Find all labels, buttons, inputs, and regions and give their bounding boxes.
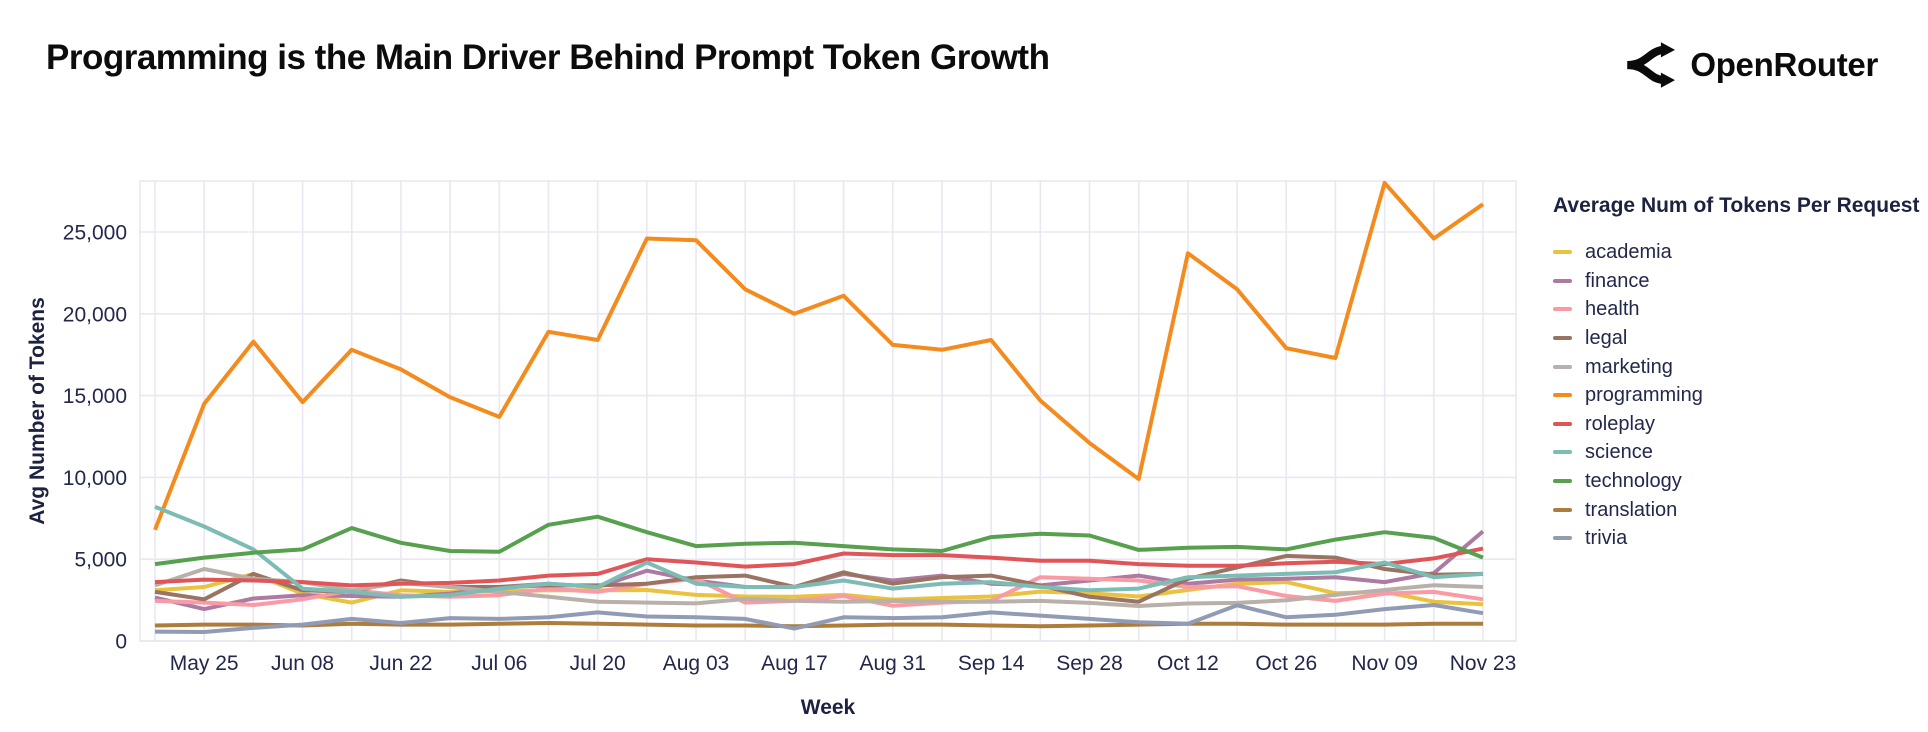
legend-label: science <box>1585 441 1653 464</box>
legend-item-finance: finance <box>1553 267 1925 296</box>
legend-item-science: science <box>1553 438 1925 467</box>
series-line-marketing <box>154 567 1484 608</box>
legend-swatch-finance <box>1553 278 1572 283</box>
series-line-translation <box>154 621 1484 629</box>
x-tick-label: Jul 06 <box>471 652 527 675</box>
axis-labels: 0 5,000 10,000 15,000 20,000 25,000 May 25 Jun … <box>26 222 1516 720</box>
x-tick-label: May 25 <box>170 652 239 675</box>
legend: Average Num of Tokens Per Request academ… <box>1553 194 1925 553</box>
x-tick-label: Aug 17 <box>761 652 828 675</box>
series-line-technology <box>154 514 1484 567</box>
legend-label: programming <box>1585 384 1703 407</box>
legend-label: legal <box>1585 327 1628 350</box>
x-tick-label: Jun 08 <box>271 652 334 675</box>
legend-item-marketing: marketing <box>1553 352 1925 381</box>
legend-swatch-trivia <box>1553 536 1572 541</box>
series-lines <box>153 180 1485 634</box>
legend-item-technology: technology <box>1553 467 1925 496</box>
legend-item-programming: programming <box>1553 381 1925 410</box>
x-tick-label: Nov 09 <box>1351 652 1418 675</box>
legend-swatch-marketing <box>1553 364 1572 369</box>
openrouter-logo-icon <box>1623 40 1676 90</box>
y-tick-label: 10,000 <box>63 467 127 490</box>
legend-label: health <box>1585 298 1640 321</box>
x-axis-title: Week <box>801 696 856 719</box>
legend-item-legal: legal <box>1553 324 1925 353</box>
x-tick-label: Jun 22 <box>369 652 432 675</box>
legend-swatch-programming <box>1553 393 1572 398</box>
y-axis-title: Avg Number of Tokens <box>26 297 49 525</box>
legend-swatch-academia <box>1553 250 1572 255</box>
legend-swatch-legal <box>1553 336 1572 341</box>
series-line-trivia <box>154 603 1484 634</box>
legend-item-health: health <box>1553 295 1925 324</box>
legend-label: technology <box>1585 470 1682 493</box>
brand-name: OpenRouter <box>1690 46 1878 83</box>
y-tick-label: 20,000 <box>63 303 127 326</box>
y-tick-label: 15,000 <box>63 385 127 408</box>
legend-item-academia: academia <box>1553 238 1925 267</box>
series-line-programming <box>153 180 1485 531</box>
x-tick-label: Nov 23 <box>1450 652 1517 675</box>
legend-items: academia finance health legal marketing progr… <box>1553 238 1925 553</box>
x-tick-label: Aug 03 <box>663 652 730 675</box>
x-tick-label: Jul 20 <box>570 652 626 675</box>
legend-swatch-translation <box>1553 507 1572 512</box>
legend-item-translation: translation <box>1553 495 1925 524</box>
x-tick-label: Aug 31 <box>859 652 926 675</box>
legend-label: finance <box>1585 269 1650 292</box>
series-line-roleplay <box>154 546 1484 588</box>
y-tick-label: 25,000 <box>63 222 127 245</box>
legend-item-trivia: trivia <box>1553 524 1925 553</box>
page-title: Programming is the Main Driver Behind Pr… <box>46 38 1050 77</box>
legend-label: roleplay <box>1585 412 1656 435</box>
legend-item-roleplay: roleplay <box>1553 410 1925 439</box>
x-tick-label: Sep 14 <box>958 652 1025 675</box>
legend-swatch-health <box>1553 307 1572 312</box>
legend-swatch-technology <box>1553 479 1572 484</box>
x-tick-label: Oct 26 <box>1255 652 1317 675</box>
y-tick-label: 0 <box>115 631 127 654</box>
brand-lockup: OpenRouter <box>1623 40 1878 90</box>
x-tick-label: Sep 28 <box>1056 652 1123 675</box>
legend-swatch-roleplay <box>1553 421 1572 426</box>
legend-title: Average Num of Tokens Per Request <box>1553 194 1920 217</box>
legend-label: academia <box>1585 241 1672 264</box>
legend-label: trivia <box>1585 527 1628 550</box>
plot-border <box>139 180 1517 642</box>
series-line-science <box>154 504 1484 599</box>
y-tick-label: 5,000 <box>74 549 127 572</box>
x-tick-label: Oct 12 <box>1157 652 1219 675</box>
legend-label: translation <box>1585 498 1678 521</box>
legend-swatch-science <box>1553 450 1572 455</box>
legend-label: marketing <box>1585 355 1673 378</box>
